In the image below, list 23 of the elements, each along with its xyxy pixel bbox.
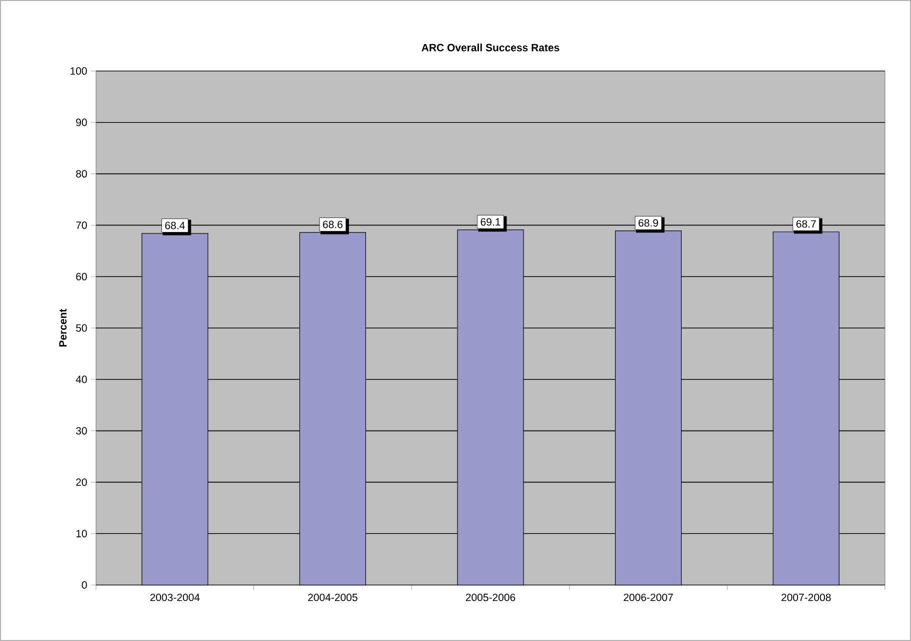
x-tick-label: 2005-2006 <box>466 594 516 602</box>
y-tick-label: 0 <box>82 581 87 589</box>
x-tick-label: 2003-2004 <box>150 594 200 602</box>
y-tick-label: 10 <box>76 530 87 538</box>
y-tick-label: 70 <box>76 221 87 229</box>
data-label: 68.6 <box>323 220 342 228</box>
data-label: 68.4 <box>165 222 185 230</box>
y-axis-title: Percent <box>59 308 67 347</box>
x-tick-label: 2006-2007 <box>624 594 673 602</box>
data-label: 69.1 <box>480 218 500 226</box>
x-tick-label: 2007-2008 <box>782 594 831 602</box>
y-tick-label: 30 <box>76 427 87 435</box>
y-tick-label: 20 <box>76 478 87 486</box>
y-tick-label: 50 <box>76 324 87 332</box>
data-label: 68.9 <box>638 219 658 227</box>
y-tick-label: 40 <box>76 376 87 384</box>
y-tick-label: 100 <box>70 67 87 75</box>
y-tick-label: 60 <box>76 272 87 280</box>
x-tick-label: 2004-2005 <box>308 594 358 602</box>
data-label: 68.7 <box>796 220 816 228</box>
y-tick-label: 90 <box>76 118 87 126</box>
chart-title: ARC Overall Success Rates <box>422 44 560 52</box>
y-tick-label: 80 <box>76 170 87 178</box>
